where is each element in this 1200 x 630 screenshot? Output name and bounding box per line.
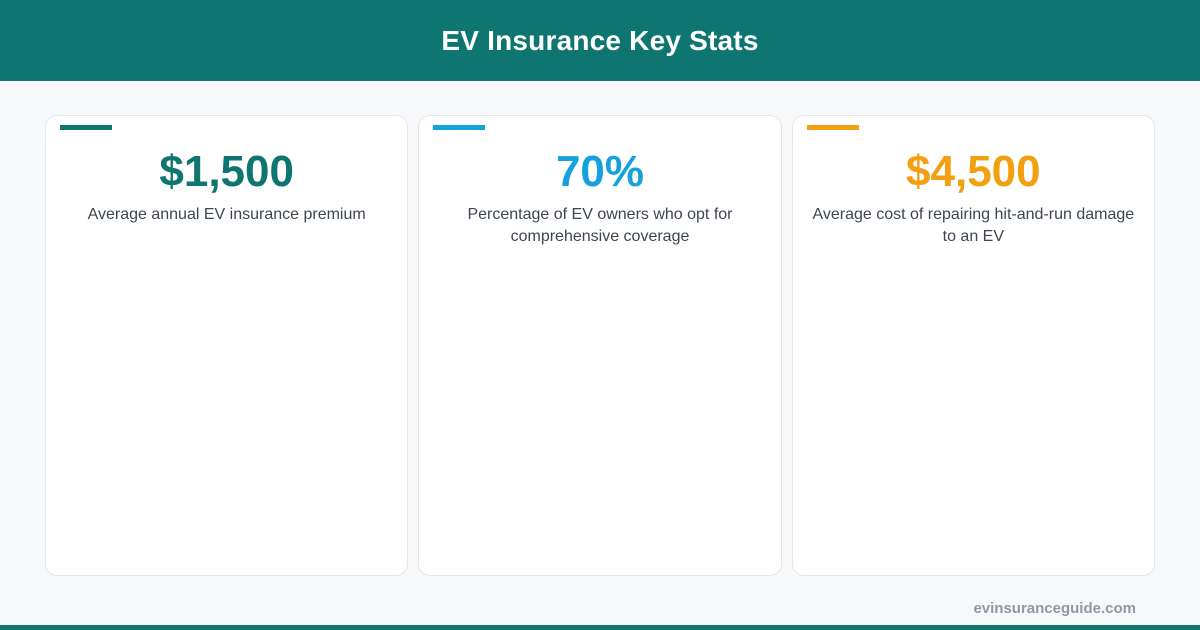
header-banner: EV Insurance Key Stats [0, 0, 1200, 81]
stat-card-premium: $1,500 Average annual EV insurance premi… [45, 115, 409, 576]
stat-value: $1,500 [159, 147, 294, 196]
card-accent-bar [806, 125, 859, 130]
page-title: EV Insurance Key Stats [441, 24, 759, 56]
stat-value: $4,500 [906, 147, 1041, 196]
footer-bar [0, 625, 1200, 630]
stat-description: Percentage of EV owners who opt for comp… [467, 206, 733, 245]
footer-site-link[interactable]: evinsuranceguide.com [973, 600, 1136, 617]
stat-value: 70% [555, 147, 645, 196]
stat-card-coverage: 70% Percentage of EV owners who opt for … [418, 115, 782, 576]
card-accent-bar [433, 125, 486, 130]
stat-description: Average cost of repairing hit-and-run da… [812, 206, 1135, 245]
card-accent-bar [60, 125, 112, 130]
stat-card-repair-cost: $4,500 Average cost of repairing hit-and… [791, 115, 1155, 576]
stat-description: Average annual EV insurance premium [87, 206, 366, 223]
stats-cards: $1,500 Average annual EV insurance premi… [45, 115, 1155, 576]
